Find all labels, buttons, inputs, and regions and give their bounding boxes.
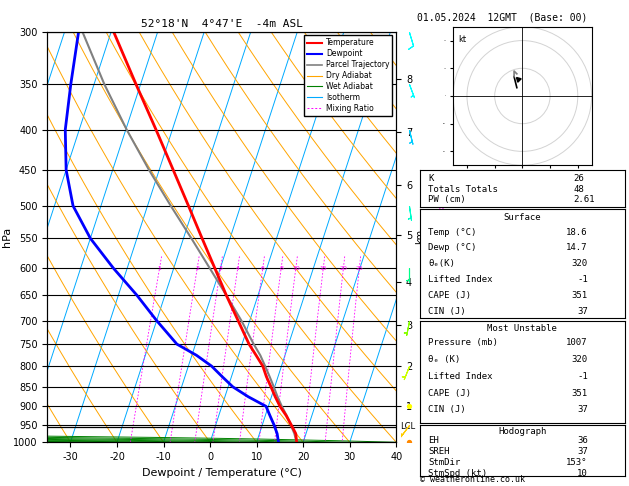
Text: CIN (J): CIN (J) [428, 405, 466, 415]
Text: 10: 10 [577, 469, 588, 478]
Text: Dewp (°C): Dewp (°C) [428, 243, 477, 252]
Text: 3: 3 [219, 265, 223, 271]
Text: 2: 2 [195, 265, 199, 271]
Text: CAPE (J): CAPE (J) [428, 389, 471, 398]
Text: SREH: SREH [428, 448, 450, 456]
Text: 26: 26 [574, 174, 584, 184]
Text: 6: 6 [261, 265, 265, 271]
Text: 37: 37 [577, 405, 588, 415]
Text: 37: 37 [577, 448, 588, 456]
Text: -1: -1 [577, 275, 588, 284]
Text: Totals Totals: Totals Totals [428, 185, 498, 194]
Text: CAPE (J): CAPE (J) [428, 291, 471, 300]
Text: Pressure (mb): Pressure (mb) [428, 338, 498, 347]
Text: Lifted Index: Lifted Index [428, 275, 493, 284]
Text: 1007: 1007 [566, 338, 588, 347]
Text: 14.7: 14.7 [566, 243, 588, 252]
Text: 1: 1 [158, 265, 162, 271]
Text: -1: -1 [577, 372, 588, 381]
Text: 8: 8 [279, 265, 283, 271]
Text: CIN (J): CIN (J) [428, 307, 466, 316]
Text: 20: 20 [340, 265, 347, 271]
Text: 351: 351 [572, 291, 588, 300]
X-axis label: Dewpoint / Temperature (°C): Dewpoint / Temperature (°C) [142, 468, 302, 478]
Text: 48: 48 [574, 185, 584, 194]
Legend: Temperature, Dewpoint, Parcel Trajectory, Dry Adiabat, Wet Adiabat, Isotherm, Mi: Temperature, Dewpoint, Parcel Trajectory… [304, 35, 392, 116]
Text: PW (cm): PW (cm) [428, 195, 466, 204]
Text: 4: 4 [236, 265, 240, 271]
Text: Surface: Surface [504, 213, 541, 222]
Text: K: K [428, 174, 434, 184]
Text: StmSpd (kt): StmSpd (kt) [428, 469, 487, 478]
Text: Most Unstable: Most Unstable [487, 324, 557, 333]
Text: 36: 36 [577, 436, 588, 446]
Text: 153°: 153° [566, 458, 588, 468]
Text: 320: 320 [572, 260, 588, 268]
Text: θₑ (K): θₑ (K) [428, 355, 460, 364]
Y-axis label: km
ASL: km ASL [415, 228, 437, 246]
Text: 18.6: 18.6 [566, 227, 588, 237]
Y-axis label: hPa: hPa [1, 227, 11, 247]
Text: Lifted Index: Lifted Index [428, 372, 493, 381]
Text: 37: 37 [577, 307, 588, 316]
Text: StmDir: StmDir [428, 458, 460, 468]
Text: 01.05.2024  12GMT  (Base: 00): 01.05.2024 12GMT (Base: 00) [417, 12, 587, 22]
Text: © weatheronline.co.uk: © weatheronline.co.uk [420, 474, 525, 484]
Text: Hodograph: Hodograph [498, 427, 547, 436]
Text: 10: 10 [292, 265, 300, 271]
Text: kt: kt [459, 35, 467, 44]
Text: EH: EH [428, 436, 439, 446]
Text: 15: 15 [320, 265, 327, 271]
Title: 52°18'N  4°47'E  -4m ASL: 52°18'N 4°47'E -4m ASL [141, 19, 303, 30]
Text: 2.61: 2.61 [574, 195, 595, 204]
Text: Temp (°C): Temp (°C) [428, 227, 477, 237]
Text: LCL: LCL [400, 422, 415, 431]
Text: 320: 320 [572, 355, 588, 364]
Text: Mixing Ratio (g/kg): Mixing Ratio (g/kg) [438, 197, 447, 277]
Text: 25: 25 [355, 265, 364, 271]
Text: 351: 351 [572, 389, 588, 398]
Text: θₑ(K): θₑ(K) [428, 260, 455, 268]
